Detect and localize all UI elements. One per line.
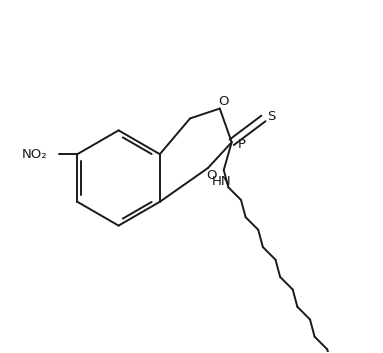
Text: P: P xyxy=(237,138,246,151)
Text: HN: HN xyxy=(212,175,232,189)
Text: NO₂: NO₂ xyxy=(22,148,47,161)
Text: O: O xyxy=(218,95,229,108)
Text: O: O xyxy=(206,168,217,181)
Text: S: S xyxy=(267,110,275,123)
